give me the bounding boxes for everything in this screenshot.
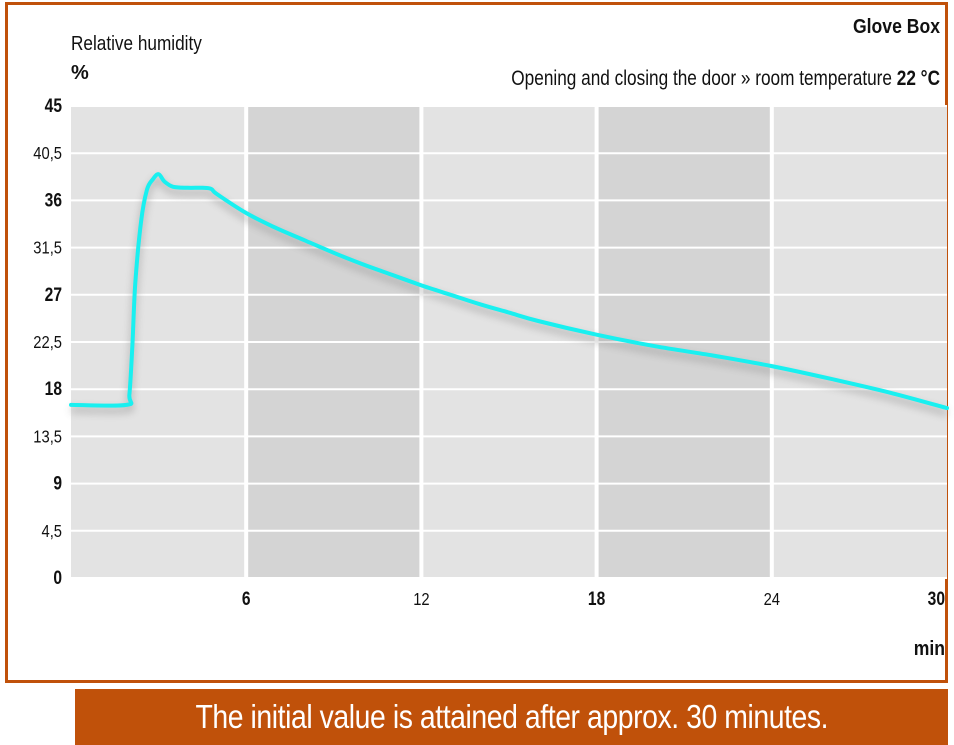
chart-subtitle: Opening and closing the door » room temp…: [511, 68, 940, 91]
y-tick-label: 18: [45, 378, 63, 400]
y-tick-label: 0: [53, 567, 62, 589]
y-axis-label: Relative humidity: [71, 32, 203, 55]
caption-text: The initial value is attained after appr…: [195, 698, 828, 735]
series-line: [69, 172, 949, 411]
x-tick-label: 24: [764, 590, 780, 610]
x-tick-label: 6: [242, 588, 251, 610]
room-temperature-value: 22 °C: [897, 68, 940, 91]
y-tick-label: 40,5: [33, 144, 62, 164]
y-tick-label: 27: [45, 283, 62, 305]
x-tick-label: 18: [588, 588, 606, 610]
y-tick-label: 36: [45, 189, 63, 211]
y-tick-label: 9: [53, 472, 62, 494]
x-tick-label: 12: [413, 590, 429, 610]
y-axis-unit: %: [71, 62, 89, 84]
y-tick-label: 22,5: [33, 333, 62, 353]
y-tick-label: 31,5: [33, 238, 62, 258]
y-tick-label: 45: [45, 95, 63, 117]
y-tick-label: 4,5: [42, 521, 62, 541]
caption-banner: The initial value is attained after appr…: [75, 689, 948, 745]
x-axis-label: min: [914, 637, 945, 659]
y-tick-label: 13,5: [33, 427, 62, 447]
chart-title: Glove Box: [853, 15, 940, 37]
x-tick-label: 30: [928, 588, 945, 610]
